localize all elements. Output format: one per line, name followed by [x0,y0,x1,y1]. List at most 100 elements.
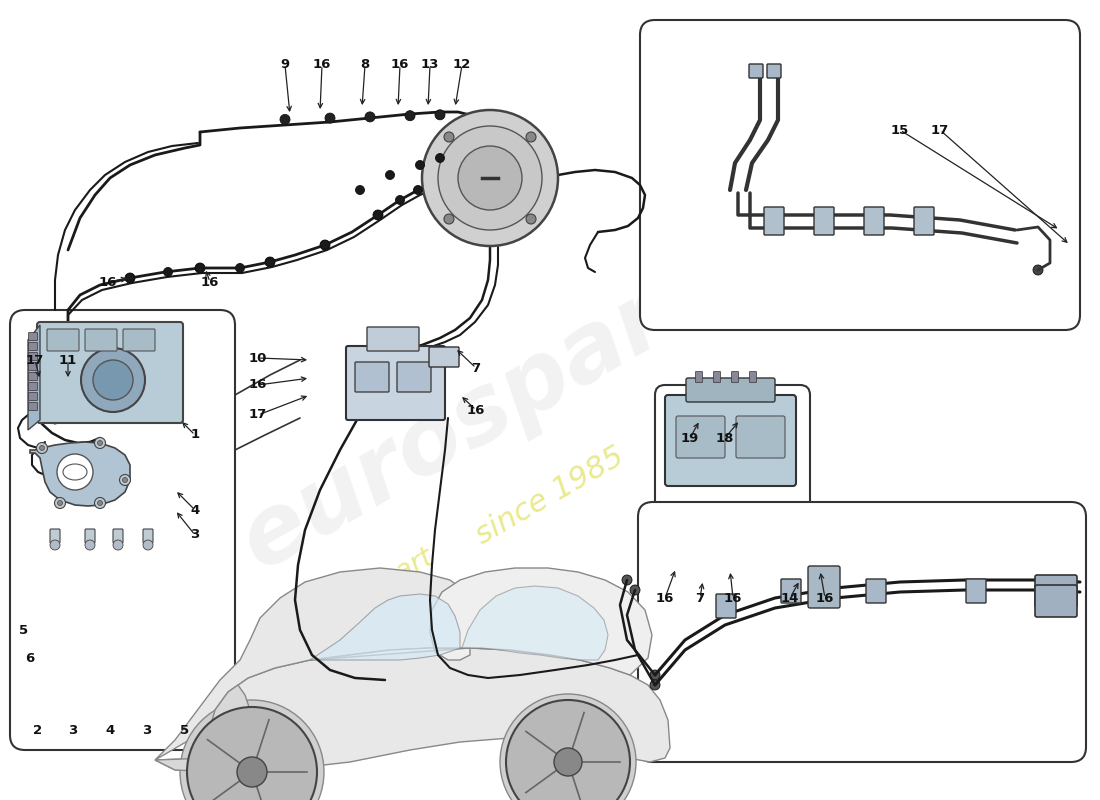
FancyBboxPatch shape [914,207,934,235]
FancyBboxPatch shape [767,64,781,78]
Circle shape [94,360,133,400]
Circle shape [81,348,145,412]
Text: 5: 5 [180,723,189,737]
FancyBboxPatch shape [355,362,389,392]
Circle shape [51,416,59,424]
FancyBboxPatch shape [866,579,886,603]
Circle shape [436,154,444,162]
FancyBboxPatch shape [29,353,37,361]
Circle shape [57,501,63,506]
Text: 4: 4 [190,503,199,517]
Circle shape [125,273,135,283]
FancyBboxPatch shape [732,371,738,382]
Circle shape [416,161,425,170]
Circle shape [554,748,582,776]
Circle shape [85,540,95,550]
FancyBboxPatch shape [736,416,785,458]
Text: 7: 7 [695,591,705,605]
Circle shape [434,110,446,120]
Circle shape [265,258,275,266]
FancyBboxPatch shape [37,322,183,423]
Text: 18: 18 [716,431,734,445]
Circle shape [422,110,558,246]
Text: 17: 17 [26,354,44,366]
FancyBboxPatch shape [29,402,37,410]
Circle shape [280,114,290,125]
Circle shape [187,707,317,800]
Text: 13: 13 [421,58,439,71]
Text: a part: a part [353,543,439,609]
Circle shape [355,186,364,194]
FancyBboxPatch shape [686,378,775,402]
Text: 2: 2 [33,723,43,737]
Circle shape [40,446,44,450]
Circle shape [320,241,330,250]
FancyBboxPatch shape [864,207,884,235]
FancyBboxPatch shape [1035,575,1077,607]
Ellipse shape [63,464,87,480]
FancyBboxPatch shape [29,382,37,390]
FancyBboxPatch shape [814,207,834,235]
FancyBboxPatch shape [47,329,79,351]
Circle shape [98,441,102,446]
Circle shape [51,391,59,399]
FancyBboxPatch shape [29,373,37,381]
Text: 11: 11 [59,354,77,366]
FancyBboxPatch shape [676,416,725,458]
FancyBboxPatch shape [346,346,446,420]
Text: 14: 14 [781,591,800,605]
Circle shape [650,670,660,680]
Circle shape [50,540,60,550]
Text: 5: 5 [20,623,29,637]
Circle shape [458,146,522,210]
Polygon shape [310,594,460,660]
FancyBboxPatch shape [85,529,95,543]
Circle shape [195,263,205,273]
Circle shape [180,700,324,800]
FancyBboxPatch shape [654,385,810,515]
FancyBboxPatch shape [714,371,720,382]
FancyBboxPatch shape [143,529,153,543]
Circle shape [1033,265,1043,275]
FancyBboxPatch shape [367,327,419,351]
Polygon shape [155,568,480,760]
Text: 6: 6 [25,651,34,665]
Circle shape [265,257,275,267]
Circle shape [120,474,131,486]
Circle shape [506,700,630,800]
Text: since 1985: since 1985 [471,442,629,550]
Text: 16: 16 [249,378,267,391]
Circle shape [365,112,375,122]
FancyBboxPatch shape [85,329,117,351]
Text: eurospares: eurospares [224,210,788,590]
FancyBboxPatch shape [716,594,736,618]
Circle shape [113,540,123,550]
Polygon shape [155,685,252,772]
FancyBboxPatch shape [749,371,757,382]
Circle shape [98,501,102,506]
Polygon shape [155,648,670,772]
Circle shape [51,364,59,372]
Circle shape [196,263,205,273]
Text: 19: 19 [681,431,700,445]
Circle shape [95,438,106,449]
Circle shape [57,454,94,490]
Circle shape [236,757,267,787]
FancyBboxPatch shape [1035,585,1077,617]
Circle shape [374,210,383,219]
FancyBboxPatch shape [50,529,60,543]
Circle shape [405,110,415,121]
Circle shape [526,132,536,142]
FancyBboxPatch shape [429,347,459,367]
Circle shape [235,263,244,273]
Text: 3: 3 [68,723,78,737]
Text: 4: 4 [106,723,114,737]
Circle shape [438,126,542,230]
Circle shape [125,274,134,282]
FancyBboxPatch shape [638,502,1086,762]
Text: 9: 9 [280,58,289,71]
Polygon shape [28,325,40,430]
FancyBboxPatch shape [666,395,796,486]
Text: 16: 16 [390,58,409,71]
FancyBboxPatch shape [749,64,763,78]
